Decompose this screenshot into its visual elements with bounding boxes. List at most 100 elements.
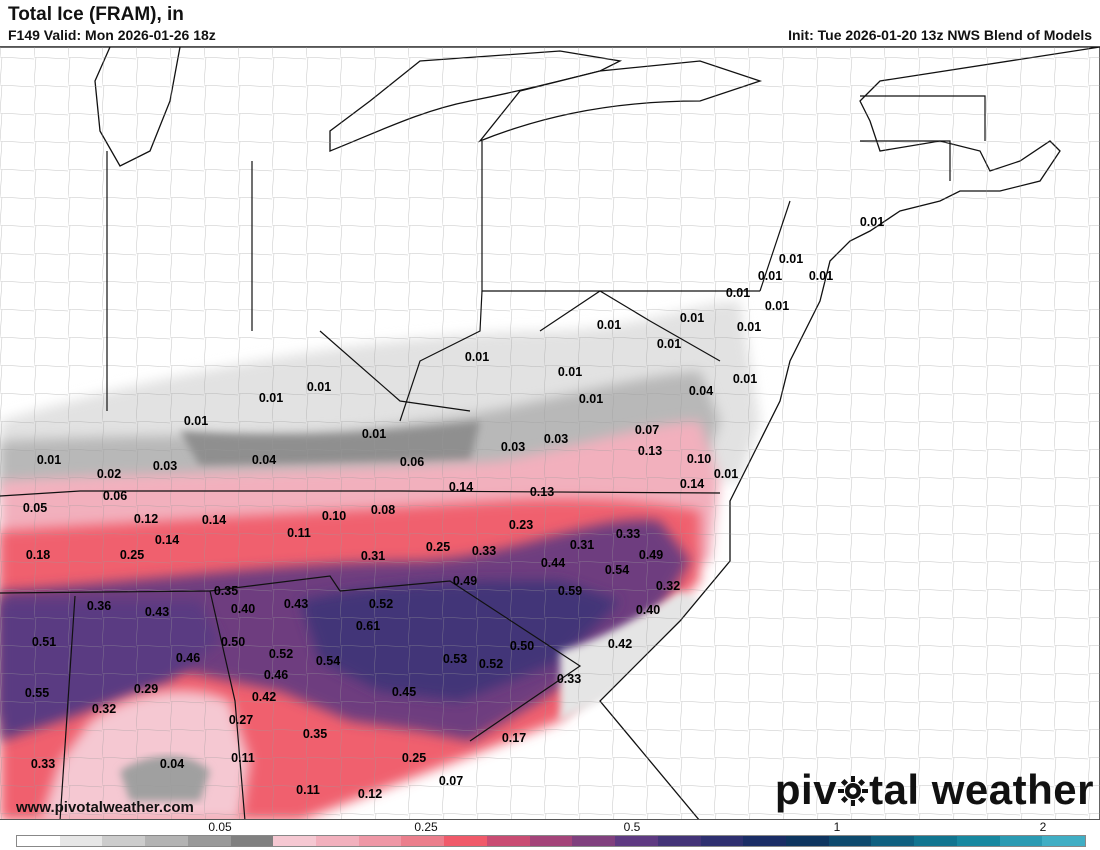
colorbar-segment (572, 836, 616, 846)
colorbar-segment (828, 836, 872, 846)
ice-value-label: 0.54 (316, 654, 340, 668)
colorbar-ticks: 0.05 0.25 0.5 1 2 (0, 820, 1100, 834)
ice-value-label: 0.40 (636, 603, 660, 617)
ice-value-label: 0.14 (449, 480, 473, 494)
ice-value-label: 0.32 (92, 702, 116, 716)
ice-value-label: 0.01 (680, 311, 704, 325)
ice-value-label: 0.01 (714, 467, 738, 481)
valid-time: F149 Valid: Mon 2026-01-26 18z (8, 27, 216, 43)
ice-value-label: 0.08 (371, 503, 395, 517)
colorbar-segment (700, 836, 744, 846)
ice-accumulation-map[interactable]: 0.01 0.01 0.01 0.01 0.01 0.01 0.01 0.01 0.01 0.01… (0, 46, 1100, 820)
tick-label: 0.5 (623, 820, 641, 834)
ice-value-label: 0.03 (153, 459, 177, 473)
ice-value-label: 0.43 (284, 597, 308, 611)
ice-value-label: 0.35 (214, 584, 238, 598)
ice-value-label: 0.01 (779, 252, 803, 266)
ice-value-label: 0.10 (687, 452, 711, 466)
ice-value-label: 0.01 (558, 365, 582, 379)
county-lines (0, 47, 1100, 819)
colorbar-segment (486, 836, 530, 846)
ice-value-label: 0.01 (657, 337, 681, 351)
colorbar-segment (529, 836, 573, 846)
ice-value-label: 0.52 (479, 657, 503, 671)
ice-value-label: 0.49 (453, 574, 477, 588)
tick-label: 0.05 (208, 820, 232, 834)
ice-value-label: 0.33 (472, 544, 496, 558)
ice-value-label: 0.01 (465, 350, 489, 364)
ice-value-label: 0.46 (264, 668, 288, 682)
ice-value-label: 0.01 (362, 427, 386, 441)
ice-value-label: 0.06 (400, 455, 424, 469)
ice-value-label: 0.01 (726, 286, 750, 300)
colorbar-segment (444, 836, 487, 846)
ice-value-label: 0.25 (402, 751, 426, 765)
ice-value-label: 0.12 (358, 787, 382, 801)
ice-value-label: 0.01 (307, 380, 331, 394)
tick-label: 0.25 (414, 820, 438, 834)
ice-value-label: 0.50 (221, 635, 245, 649)
ice-value-label: 0.17 (502, 731, 526, 745)
colorbar-segment (59, 836, 103, 846)
colorbar-segment (17, 836, 60, 846)
ice-value-label: 0.18 (26, 548, 50, 562)
ice-value-label: 0.55 (25, 686, 49, 700)
ice-value-label: 0.33 (557, 672, 581, 686)
ice-value-label: 0.36 (87, 599, 111, 613)
ice-value-label: 0.01 (765, 299, 789, 313)
ice-value-label: 0.14 (202, 513, 226, 527)
colorbar-segment (785, 836, 829, 846)
ice-value-label: 0.04 (689, 384, 713, 398)
ice-value-label: 0.11 (287, 526, 311, 540)
ice-value-label: 0.42 (608, 637, 632, 651)
ice-value-label: 0.52 (269, 647, 293, 661)
colorbar-segment (743, 836, 786, 846)
ice-value-label: 0.01 (809, 269, 833, 283)
colorbar-segment (914, 836, 957, 846)
website-url[interactable]: www.pivotalweather.com (16, 799, 194, 816)
ice-value-label: 0.33 (31, 757, 55, 771)
ice-value-label: 0.10 (322, 509, 346, 523)
tick-label: 1 (833, 820, 841, 834)
ice-value-label: 0.51 (32, 635, 56, 649)
ice-value-label: 0.11 (296, 783, 320, 797)
ice-value-label: 0.31 (361, 549, 385, 563)
colorbar-segment (999, 836, 1043, 846)
colorbar-segment (102, 836, 146, 846)
gear-icon (837, 769, 869, 806)
colorbar-segment (956, 836, 1000, 846)
ice-value-label: 0.07 (439, 774, 463, 788)
colorbar-segment (145, 836, 188, 846)
ice-value-label: 0.14 (680, 477, 704, 491)
colorbar-segment (316, 836, 359, 846)
colorbar-segment (657, 836, 701, 846)
ice-value-label: 0.14 (155, 533, 179, 547)
colorbar-segment (230, 836, 274, 846)
colorbar-segment (871, 836, 915, 846)
ice-value-label: 0.01 (860, 215, 884, 229)
ice-value-label: 0.23 (509, 518, 533, 532)
ice-value-label: 0.04 (252, 453, 276, 467)
ice-value-label: 0.01 (259, 391, 283, 405)
ice-value-label: 0.32 (656, 579, 680, 593)
ice-value-label: 0.11 (231, 751, 255, 765)
colorbar-segment (615, 836, 658, 846)
init-time: Init: Tue 2026-01-20 13z NWS Blend of Mo… (788, 27, 1092, 43)
ice-value-label: 0.01 (758, 269, 782, 283)
ice-value-label: 0.42 (252, 690, 276, 704)
ice-value-label: 0.06 (103, 489, 127, 503)
colorbar-segment (187, 836, 231, 846)
ice-value-label: 0.01 (184, 414, 208, 428)
tick-label: 2 (1039, 820, 1047, 834)
colorbar-legend (16, 835, 1086, 847)
ice-value-label: 0.01 (579, 392, 603, 406)
ice-value-label: 0.61 (356, 619, 380, 633)
map-canvas: 0.01 0.01 0.01 0.01 0.01 0.01 0.01 0.01 0.01 0.01… (0, 47, 1100, 819)
ice-value-label: 0.03 (501, 440, 525, 454)
map-title: Total Ice (FRAM), in (8, 4, 184, 25)
ice-value-label: 0.43 (145, 605, 169, 619)
ice-value-label: 0.50 (510, 639, 534, 653)
ice-value-label: 0.40 (231, 602, 255, 616)
state-borders (0, 95, 986, 819)
ice-value-label: 0.01 (597, 318, 621, 332)
